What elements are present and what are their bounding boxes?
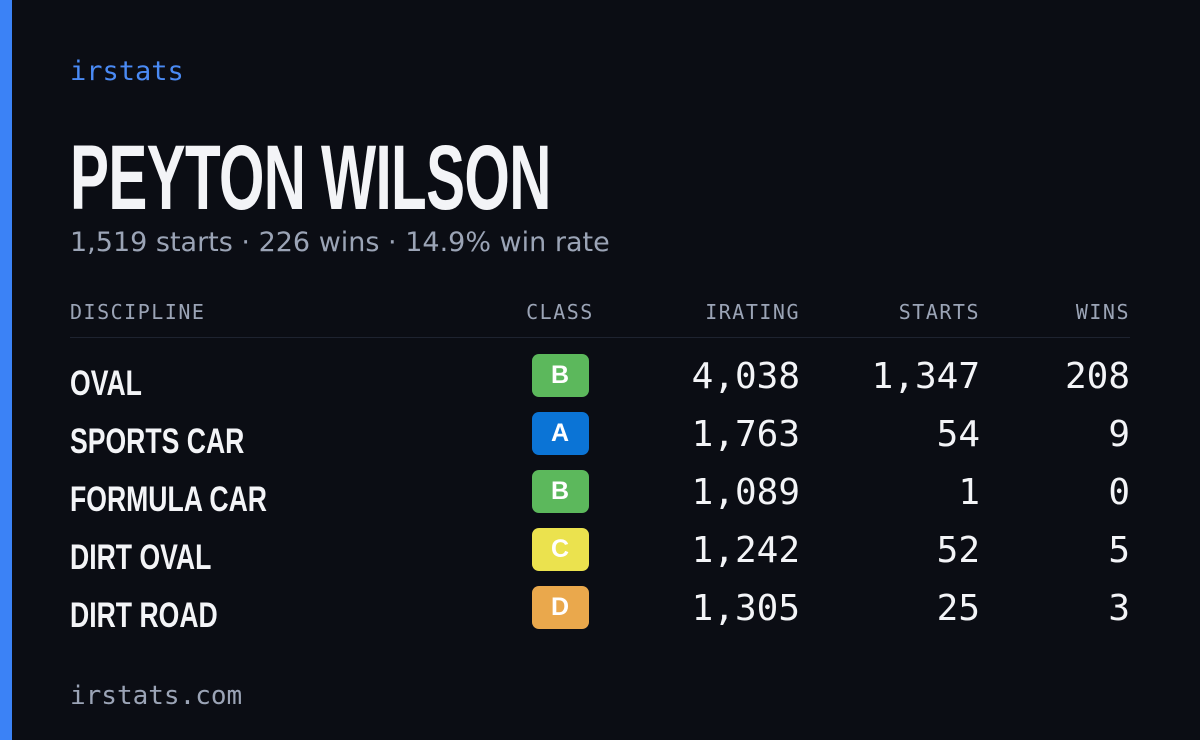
driver-name: PEYTON WILSON bbox=[70, 127, 551, 229]
brand: irstats bbox=[70, 56, 184, 87]
discipline: DIRT OVAL bbox=[70, 538, 212, 577]
wins: 9 bbox=[1108, 414, 1130, 455]
wins: 3 bbox=[1108, 588, 1130, 629]
header-rule bbox=[70, 337, 1130, 338]
irating: 1,763 bbox=[691, 414, 800, 455]
class-badge: B bbox=[531, 354, 589, 397]
wins: 208 bbox=[1064, 356, 1130, 397]
class-badge: C bbox=[531, 528, 589, 571]
irating: 1,089 bbox=[691, 472, 800, 513]
column-header: WINS bbox=[1075, 300, 1130, 324]
starts: 52 bbox=[936, 530, 980, 571]
discipline: DIRT ROAD bbox=[70, 596, 218, 635]
starts: 54 bbox=[936, 414, 980, 455]
class-badge: A bbox=[531, 412, 589, 455]
driver-summary: 1,519 starts · 226 wins · 14.9% win rate bbox=[70, 227, 610, 258]
class-badge: B bbox=[531, 470, 589, 513]
wins: 5 bbox=[1108, 530, 1130, 571]
column-header: CLASS bbox=[526, 300, 594, 324]
irating: 1,305 bbox=[691, 588, 800, 629]
starts: 1,347 bbox=[871, 356, 980, 397]
accent-bar bbox=[0, 0, 12, 740]
starts: 25 bbox=[936, 588, 980, 629]
discipline: FORMULA CAR bbox=[70, 480, 268, 519]
column-header: DISCIPLINE bbox=[70, 300, 206, 324]
column-header: IRATING bbox=[705, 300, 800, 324]
column-header: STARTS bbox=[898, 300, 980, 324]
starts: 1 bbox=[958, 472, 980, 513]
class-badge: D bbox=[531, 586, 589, 629]
wins: 0 bbox=[1108, 472, 1130, 513]
discipline: SPORTS CAR bbox=[70, 422, 245, 461]
footer: irstats.com bbox=[70, 681, 243, 711]
irating: 4,038 bbox=[691, 356, 800, 397]
discipline: OVAL bbox=[70, 364, 142, 403]
irating: 1,242 bbox=[691, 530, 800, 571]
